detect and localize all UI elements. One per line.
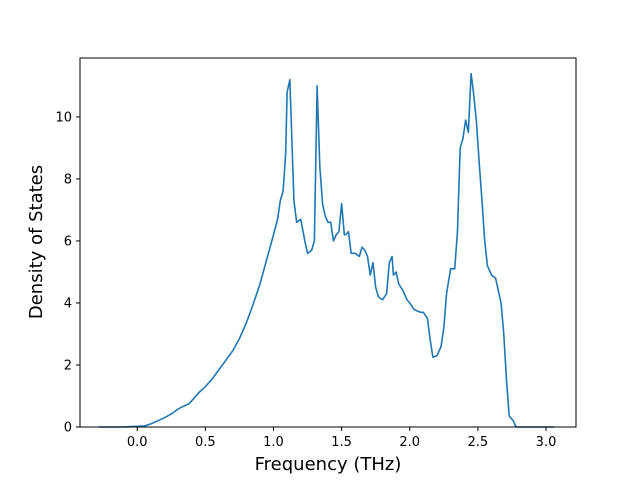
dos-series-line-0 (99, 72, 555, 428)
plot-area (99, 72, 555, 428)
y-axis-label: Density of States (26, 165, 47, 319)
y-tick-label: 10 (55, 110, 72, 125)
x-tick-label: 0.0 (127, 435, 148, 450)
y-tick-label: 4 (64, 296, 72, 311)
x-axis-label: Frequency (THz) (255, 454, 402, 475)
axes-frame (79, 57, 577, 428)
x-tick-label: 0.5 (195, 435, 216, 450)
x-tick-label: 2.0 (399, 435, 420, 450)
x-axis-ticks: 0.0 0.5 1.0 1.5 2.0 2.5 3.0 (127, 427, 556, 450)
y-tick-label: 2 (64, 358, 72, 373)
y-tick-label: 6 (64, 234, 72, 249)
x-tick-label: 3.0 (536, 435, 557, 450)
x-tick-label: 1.5 (331, 435, 352, 450)
y-axis-ticks: 0 2 4 6 8 10 (55, 110, 80, 436)
y-tick-label: 8 (64, 172, 72, 187)
x-tick-label: 1.0 (263, 435, 284, 450)
y-tick-label: 0 (64, 421, 72, 436)
x-tick-label: 2.5 (468, 435, 489, 450)
